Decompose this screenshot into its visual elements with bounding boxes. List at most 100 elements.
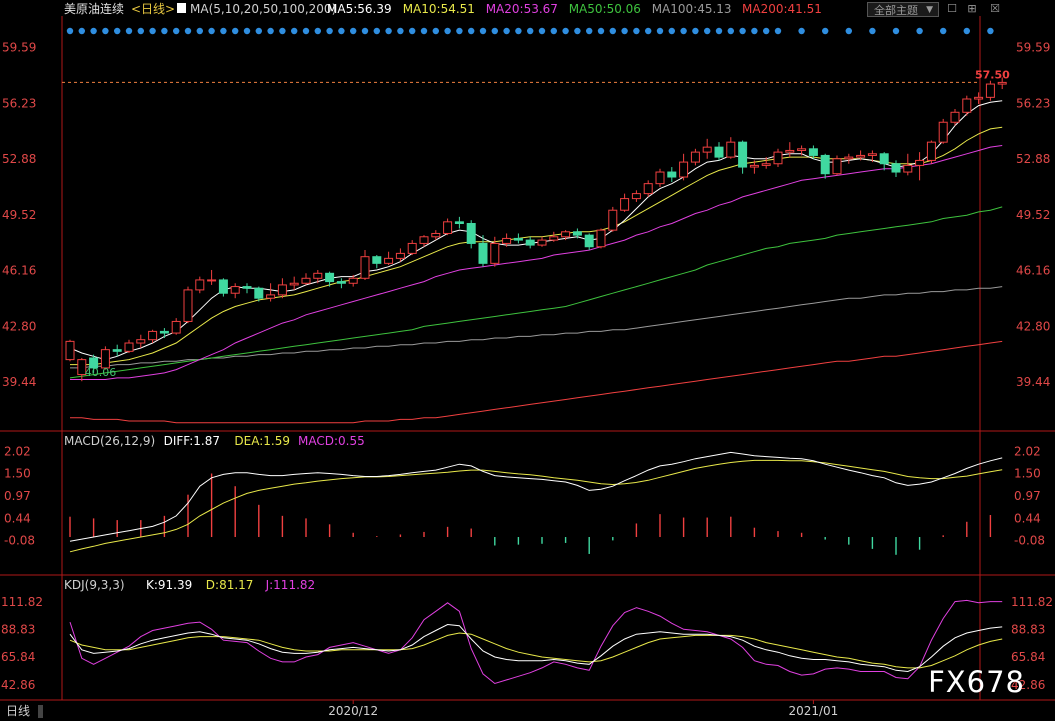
signal-dot: [869, 27, 876, 35]
signal-dot: [161, 27, 168, 35]
signal-dot: [645, 27, 652, 35]
restore-icon[interactable]: ⊞: [967, 2, 977, 15]
brand-watermark: FX678: [928, 665, 1025, 699]
price-tick-left-4: 46.16: [2, 264, 36, 278]
candle-body: [879, 153, 889, 165]
macd-tick-right-4: -0.08: [1014, 533, 1045, 547]
candle-body: [478, 242, 488, 264]
kdj-legend-2: D:81.17: [206, 578, 254, 592]
candle-body: [726, 141, 736, 158]
period-tag: <日线>: [131, 2, 175, 16]
candle-body: [549, 236, 559, 241]
candle-body: [667, 171, 677, 178]
price-tick-left-3: 49.52: [2, 208, 36, 222]
signal-dot: [444, 27, 451, 35]
macd-tick-right-0: 2.02: [1014, 445, 1041, 459]
signal-dot: [550, 27, 557, 35]
candle-body: [372, 256, 382, 264]
candle-body: [785, 149, 795, 153]
candle-body: [431, 232, 441, 238]
low-marker-label: 40.06: [85, 366, 117, 379]
macd-tick-right-1: 1.50: [1014, 467, 1041, 481]
candle-body: [950, 111, 960, 123]
signal-dot: [503, 27, 510, 35]
signal-dot: [373, 27, 380, 35]
candle-body: [572, 231, 582, 236]
signal-dot: [515, 27, 522, 35]
signal-dot: [479, 27, 487, 35]
candle-body: [714, 146, 724, 158]
signal-dot: [680, 27, 687, 35]
signal-dot: [90, 27, 97, 35]
signal-dot: [739, 27, 746, 35]
candle-body: [985, 83, 995, 98]
candle-body: [230, 286, 240, 294]
price-tick-right-3: 49.52: [1016, 208, 1050, 222]
signal-dot: [656, 27, 664, 35]
ma100-line: [70, 286, 1003, 369]
signal-dot: [291, 27, 298, 35]
macd-tick-left-4: -0.08: [4, 533, 35, 547]
price-tick-right-5: 42.80: [1016, 319, 1050, 333]
j-line: [69, 599, 1003, 685]
signal-dot: [267, 27, 274, 35]
theme-selector-button[interactable]: 全部主题 ▼: [867, 2, 939, 17]
diff-line: [69, 451, 1003, 542]
ma200-line: [70, 340, 1003, 424]
symbol-name: 美原油连续: [64, 1, 124, 16]
candle-body: [844, 156, 854, 160]
candle-body: [112, 349, 122, 352]
candle-body: [348, 277, 358, 284]
signal-dot: [892, 27, 900, 35]
signal-dot: [302, 27, 310, 35]
ma-legend-0: MA5:56.39: [327, 2, 392, 16]
signal-dot: [468, 27, 475, 35]
close-icon[interactable]: ☒: [990, 2, 1000, 15]
signal-dot: [208, 27, 215, 35]
candle-body: [702, 146, 712, 153]
candle-body: [254, 287, 264, 299]
candle-body: [384, 257, 394, 264]
candle-body: [584, 234, 594, 248]
signal-dot: [137, 27, 144, 35]
candle-body: [679, 161, 689, 178]
ma-legend-3: MA50:50.06: [569, 2, 641, 16]
kdj-tick-right-1: 88.83: [1011, 623, 1045, 637]
macd-tick-left-1: 1.50: [4, 467, 31, 481]
ma-legend-2: MA20:53.67: [486, 2, 558, 16]
candle-body: [466, 223, 476, 244]
period-button: 日线: [6, 704, 30, 718]
ma-params-label: MA(5,10,20,50,100,200): [190, 2, 336, 16]
period-scroll-handle: [38, 705, 43, 718]
candle-body: [655, 171, 665, 185]
candle-body: [207, 279, 217, 282]
macd-legend-1: DIFF:1.87: [164, 434, 220, 448]
candle-body: [620, 198, 630, 211]
signal-dot: [845, 27, 852, 35]
k-line: [69, 623, 1003, 673]
signal-dot: [149, 27, 156, 35]
candle-body: [938, 121, 948, 143]
signal-dot: [220, 27, 227, 35]
price-tick-right-2: 52.88: [1016, 152, 1050, 166]
candle-body: [124, 342, 134, 352]
kdj-tick-right-3: 42.86: [1011, 678, 1045, 692]
candle-body: [100, 349, 110, 369]
signal-dot: [409, 27, 416, 35]
signal-dot: [987, 27, 994, 35]
signal-dot: [633, 27, 640, 35]
candle-body: [419, 236, 429, 244]
signal-dot: [456, 27, 463, 35]
candle-body: [454, 221, 464, 224]
minimize-icon[interactable]: ☐: [947, 2, 957, 15]
macd-tick-right-3: 0.44: [1014, 511, 1041, 525]
candle-body: [608, 209, 618, 231]
ma20-line: [70, 145, 1003, 380]
candle-body: [820, 154, 830, 175]
signal-dot: [798, 27, 805, 35]
signal-dot: [196, 27, 203, 35]
price-tick-left-0: 59.59: [2, 41, 36, 55]
signal-dot: [114, 27, 121, 35]
price-tick-left-1: 56.23: [2, 96, 36, 110]
candle-body: [537, 239, 547, 246]
